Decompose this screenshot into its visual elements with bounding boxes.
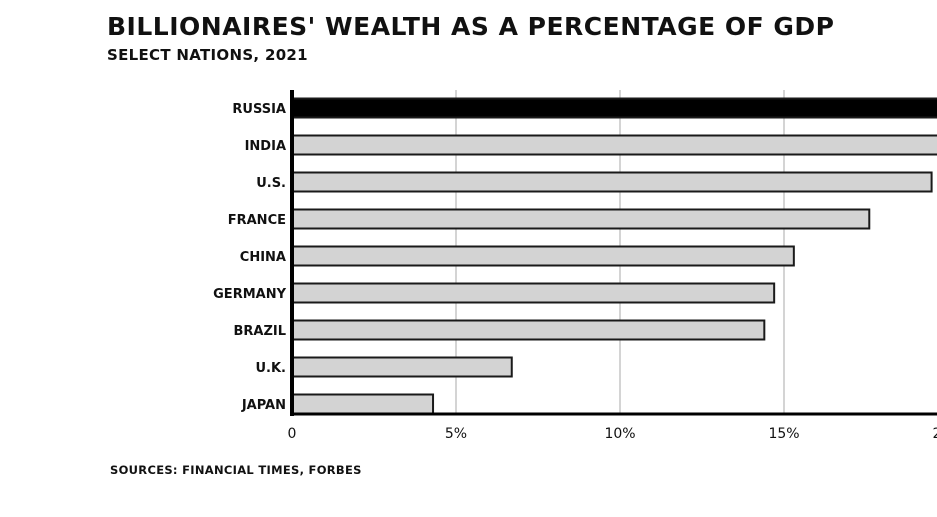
x-tick-label: 10% xyxy=(604,426,635,442)
bar-germany xyxy=(291,282,776,304)
bar-india xyxy=(291,134,937,156)
bar-us xyxy=(291,171,933,193)
x-tick-labels: 05%10%15%20%25%30% xyxy=(288,426,937,442)
bar-uk xyxy=(291,356,513,378)
axes xyxy=(290,90,937,416)
source-note: SOURCES: FINANCIAL TIMES, FORBES xyxy=(110,463,362,477)
category-labels: RUSSIA INDIA U.S. FRANCE CHINA GERMANY BRAZIL U… xyxy=(213,102,286,413)
bar-france xyxy=(291,208,871,230)
bar-russia xyxy=(291,97,937,119)
category-label: U.S. xyxy=(256,176,286,191)
category-label: GERMANY xyxy=(213,287,286,302)
x-tick-label: 15% xyxy=(768,426,799,442)
category-label: RUSSIA xyxy=(232,102,286,117)
chart-title: BILLIONAIRES' WEALTH AS A PERCENTAGE OF … xyxy=(107,12,835,41)
category-label: U.K. xyxy=(255,361,286,376)
category-label: INDIA xyxy=(245,139,286,154)
x-tick-label: 20% xyxy=(932,426,937,442)
bar-china xyxy=(291,245,795,267)
x-tick-label: 5% xyxy=(445,426,467,442)
x-tick-label: 0 xyxy=(288,426,297,442)
category-label: BRAZIL xyxy=(233,324,286,339)
bar-brazil xyxy=(291,319,766,341)
category-label: FRANCE xyxy=(228,213,286,228)
bar-japan xyxy=(291,393,435,415)
category-label: CHINA xyxy=(240,250,286,265)
bars xyxy=(291,97,937,415)
chart-subtitle: SELECT NATIONS, 2021 xyxy=(107,46,308,64)
category-label: JAPAN xyxy=(241,398,286,413)
